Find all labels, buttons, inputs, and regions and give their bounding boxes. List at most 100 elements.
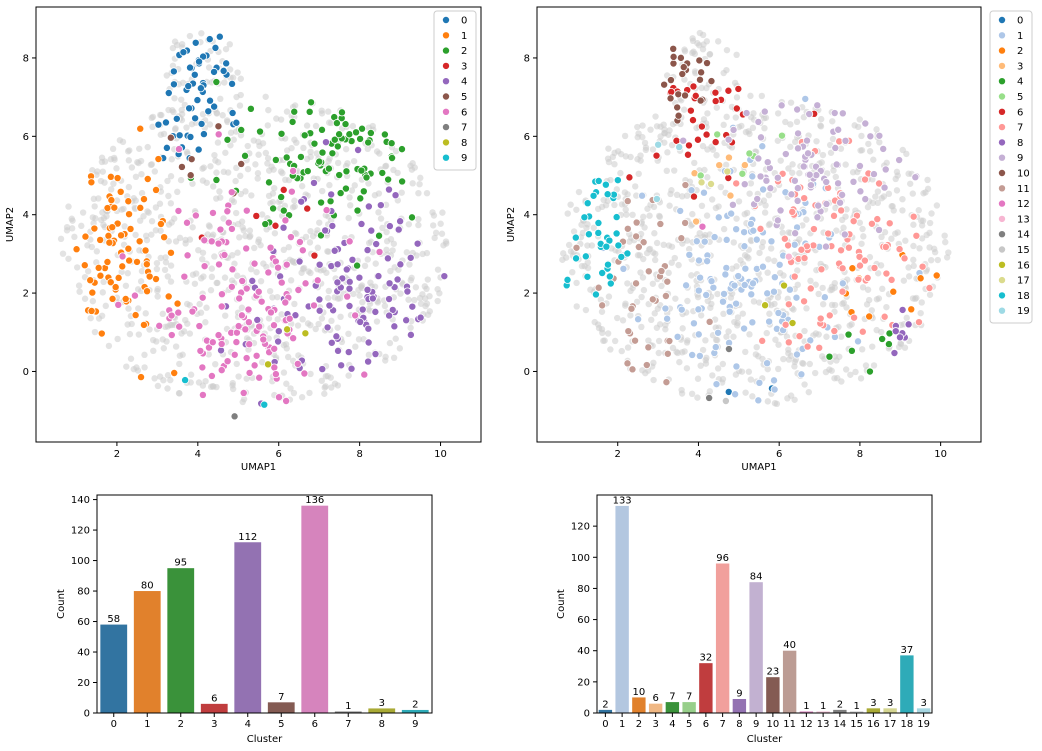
bar	[200, 703, 228, 713]
data-point	[238, 276, 247, 285]
data-point	[103, 258, 112, 267]
legend-marker	[998, 184, 1007, 193]
legend-marker	[441, 46, 450, 55]
data-point	[227, 224, 236, 233]
background-point	[419, 250, 426, 258]
data-point	[740, 324, 749, 333]
background-point	[855, 123, 862, 131]
background-point	[607, 346, 614, 353]
background-point	[226, 41, 233, 48]
background-point	[168, 219, 175, 226]
data-point	[164, 292, 173, 301]
data-point	[598, 268, 607, 277]
data-point	[909, 212, 918, 221]
background-point	[734, 314, 742, 321]
background-point	[246, 227, 254, 234]
background-point	[99, 289, 106, 296]
data-point	[204, 343, 213, 352]
data-point	[763, 359, 772, 368]
bar	[632, 697, 646, 713]
data-point	[663, 349, 672, 358]
background-point	[59, 250, 67, 257]
background-point	[633, 192, 640, 199]
background-point	[717, 183, 725, 191]
data-point	[788, 207, 797, 216]
data-point	[837, 246, 846, 255]
data-point	[644, 267, 653, 276]
background-point	[307, 148, 314, 156]
x-tick-label: 16	[867, 719, 880, 730]
background-point	[236, 234, 243, 241]
data-point	[261, 220, 270, 229]
data-point	[669, 44, 678, 53]
background-point	[291, 300, 298, 308]
data-point	[152, 185, 161, 194]
data-point	[416, 313, 425, 322]
data-point	[360, 370, 369, 379]
background-point	[220, 168, 227, 176]
background-point	[865, 140, 872, 148]
data-point	[391, 191, 400, 200]
background-point	[238, 304, 246, 311]
data-point	[161, 118, 170, 127]
data-point	[345, 277, 354, 286]
data-point	[742, 109, 751, 118]
legend-label: 16	[1017, 260, 1030, 271]
background-point	[211, 253, 218, 260]
background-point	[791, 358, 799, 366]
background-point	[624, 280, 631, 287]
background-point	[673, 348, 680, 356]
background-point	[136, 145, 143, 152]
data-point	[838, 190, 847, 199]
data-point	[108, 294, 117, 303]
background-point	[846, 322, 853, 329]
data-point	[321, 226, 330, 235]
x-tick-label: 7	[345, 719, 351, 730]
data-point	[838, 287, 847, 296]
data-point	[125, 210, 134, 219]
background-point	[207, 163, 214, 170]
data-point	[754, 396, 763, 405]
bar	[334, 711, 362, 713]
data-point	[301, 279, 310, 288]
data-point	[337, 108, 346, 117]
background-point	[259, 358, 266, 366]
background-point	[611, 160, 618, 168]
background-point	[186, 32, 194, 40]
background-point	[917, 309, 924, 317]
background-point	[314, 244, 322, 251]
data-point	[111, 283, 120, 292]
background-point	[685, 245, 693, 253]
background-point	[760, 114, 768, 122]
background-point	[725, 328, 732, 335]
background-point	[148, 218, 156, 225]
data-point	[806, 181, 815, 190]
data-point	[114, 300, 123, 309]
data-point	[844, 243, 853, 252]
background-point	[611, 201, 618, 209]
data-point	[676, 53, 685, 62]
background-point	[815, 290, 822, 298]
data-point	[625, 173, 634, 182]
data-point	[694, 305, 703, 314]
data-point	[384, 175, 393, 184]
data-point	[685, 250, 694, 259]
background-point	[429, 222, 437, 229]
x-tick-label: 6	[312, 719, 318, 730]
background-point	[141, 351, 148, 359]
background-point	[774, 137, 781, 144]
data-point	[113, 174, 122, 183]
data-point	[131, 311, 140, 320]
background-point	[138, 189, 146, 197]
background-point	[337, 313, 344, 321]
data-point	[624, 327, 633, 336]
data-point	[408, 213, 417, 222]
data-point	[774, 308, 783, 317]
y-tick-label: 100	[571, 553, 590, 564]
background-point	[243, 375, 250, 382]
background-point	[750, 298, 758, 305]
data-point	[139, 320, 148, 329]
background-point	[926, 219, 934, 227]
data-point	[780, 281, 789, 290]
background-point	[242, 188, 249, 195]
